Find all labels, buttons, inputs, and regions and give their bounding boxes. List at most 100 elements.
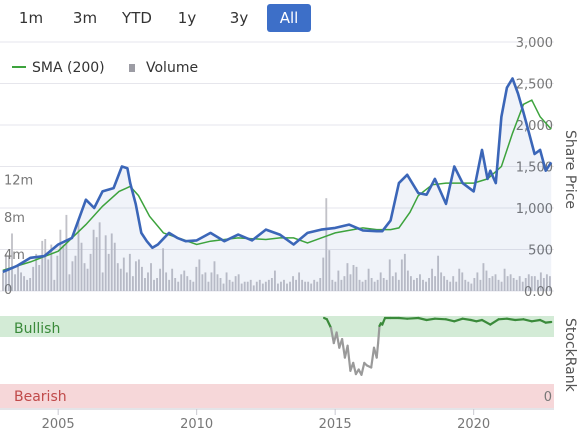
stockrank-axis-title: StockRank xyxy=(562,318,578,393)
volume-bar xyxy=(388,259,391,291)
stockrank-segment xyxy=(341,338,346,359)
stockrank-segment xyxy=(505,317,517,322)
volume-bar xyxy=(385,279,388,291)
price-tick-label: 3,000 xyxy=(516,36,553,51)
volume-bar xyxy=(467,281,470,291)
volume-bar xyxy=(65,214,68,291)
x-tick-label: 2020 xyxy=(457,417,490,432)
volume-bar xyxy=(343,276,346,291)
volume-tick-label: 4m xyxy=(4,248,25,263)
range-button-all[interactable]: All xyxy=(267,4,311,32)
volume-bar xyxy=(83,263,86,291)
range-button-ytd[interactable]: YTD xyxy=(122,9,152,27)
volume-bar xyxy=(346,263,349,291)
stockrank-segment xyxy=(489,318,500,326)
stockrank-segment xyxy=(335,331,341,349)
stockrank-segment xyxy=(346,344,352,372)
range-button-3y[interactable]: 3y xyxy=(229,9,249,27)
volume-bar xyxy=(32,266,35,291)
volume-bar xyxy=(128,253,131,291)
volume-bar xyxy=(313,279,316,291)
volume-bar xyxy=(464,279,467,291)
volume-bar xyxy=(14,274,16,291)
volume-bar xyxy=(192,281,195,291)
volume-bar xyxy=(416,278,418,291)
volume-bar xyxy=(252,285,255,291)
volume-bar xyxy=(270,278,273,291)
volume-bar xyxy=(204,272,207,291)
volume-bar xyxy=(113,242,116,291)
stockrank-segment xyxy=(375,342,380,359)
volume-bar xyxy=(485,270,488,291)
volume-bar xyxy=(400,259,403,291)
volume-bar xyxy=(8,255,10,291)
volume-bar xyxy=(219,278,222,291)
volume-bar xyxy=(50,244,53,291)
volume-bar xyxy=(150,263,152,291)
volume-bar xyxy=(524,278,527,291)
volume-tick-label: 0 xyxy=(4,283,12,298)
volume-bar xyxy=(334,281,337,291)
volume-bar xyxy=(482,263,485,291)
volume-bar xyxy=(325,198,328,291)
volume-bar xyxy=(545,274,548,291)
volume-bar xyxy=(455,281,458,291)
volume-bar xyxy=(367,268,370,291)
volume-bar xyxy=(479,279,482,291)
price-grid xyxy=(0,41,554,292)
volume-bar xyxy=(422,279,424,291)
volume-bar xyxy=(286,283,288,291)
volume-bar xyxy=(195,266,198,291)
volume-bar xyxy=(391,276,394,291)
volume-bar xyxy=(452,276,455,291)
stockrank-segment xyxy=(377,324,381,345)
stockrank-segment xyxy=(417,316,428,322)
volume-bar xyxy=(171,268,174,291)
volume-bar xyxy=(331,279,334,291)
volume-bar xyxy=(122,257,125,291)
range-button-1m[interactable]: 1m xyxy=(18,9,44,27)
volume-bar xyxy=(35,253,38,291)
volume-bar xyxy=(364,279,367,291)
volume-bar xyxy=(443,276,446,291)
volume-bar xyxy=(406,270,409,291)
volume-bar xyxy=(29,278,32,291)
volume-bar xyxy=(165,272,168,291)
volume-bar xyxy=(337,270,340,291)
range-button-1y[interactable]: 1y xyxy=(177,9,197,27)
volume-bar xyxy=(222,283,225,291)
bullish-zone xyxy=(0,316,554,337)
volume-bar xyxy=(515,279,518,291)
range-button-3m[interactable]: 3m xyxy=(72,9,98,27)
volume-bar xyxy=(476,272,479,291)
legend-sma-label: SMA (200) xyxy=(32,60,105,76)
volume-bar xyxy=(319,278,322,291)
volume-bar xyxy=(273,270,276,291)
volume-bar xyxy=(243,281,246,291)
volume-bar xyxy=(425,281,427,291)
price-tick-label: 2,500 xyxy=(516,78,553,93)
stockrank-segment xyxy=(522,318,533,323)
volume-bar xyxy=(491,276,494,291)
volume-bar xyxy=(38,265,41,291)
legend: SMA (200) Volume xyxy=(12,60,198,76)
volume-bar xyxy=(53,279,56,291)
stockrank-segment xyxy=(397,316,409,320)
volume-bar xyxy=(207,281,210,291)
volume-bar xyxy=(419,274,421,291)
legend-volume-swatch xyxy=(129,64,135,72)
volume-bar xyxy=(77,218,80,291)
volume-bar xyxy=(147,272,149,291)
volume-bar xyxy=(44,239,47,291)
volume-bar xyxy=(68,274,71,291)
volume-bar xyxy=(95,237,98,291)
volume-bar xyxy=(89,253,92,291)
volume-bar xyxy=(26,279,29,291)
volume-bar xyxy=(23,276,26,291)
volume-bar xyxy=(144,278,146,291)
volume-bar xyxy=(530,276,533,291)
volume-bar xyxy=(412,279,415,291)
volume-bar xyxy=(295,279,297,291)
volume-bar xyxy=(328,250,331,291)
volume-bar xyxy=(349,274,352,291)
